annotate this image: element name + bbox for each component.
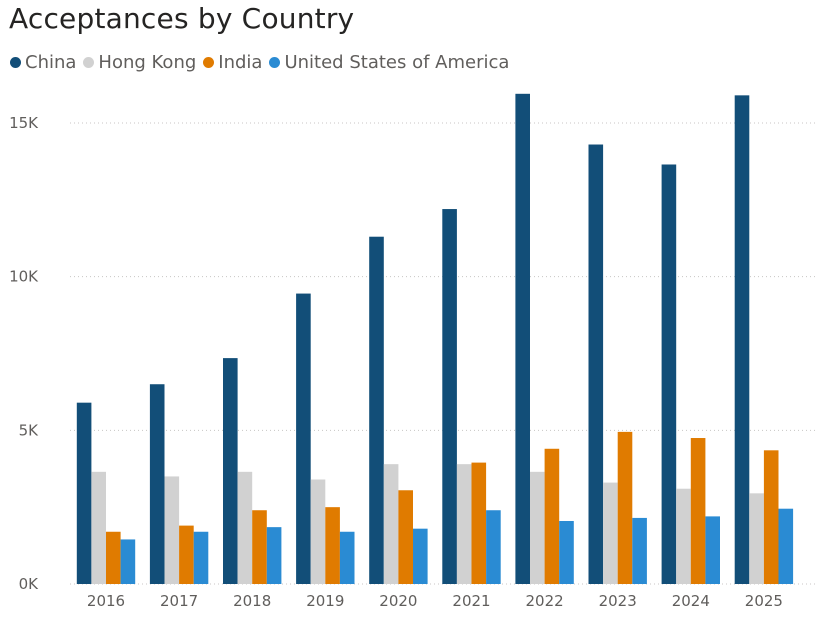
x-tick-label-2024: 2024: [672, 592, 710, 610]
bar-hong-kong-2017[interactable]: [164, 476, 180, 584]
bar-india-2024[interactable]: [690, 438, 706, 584]
legend-swatch-hong-kong: [83, 57, 95, 68]
bar-hong-kong-2016[interactable]: [91, 471, 106, 584]
bar-united-states-of-america-2019[interactable]: [339, 531, 355, 584]
bar-united-states-of-america-2017[interactable]: [193, 531, 209, 584]
legend-label-india: India: [218, 52, 263, 73]
bar-hong-kong-2025[interactable]: [749, 493, 764, 584]
bar-india-2019[interactable]: [325, 507, 340, 584]
bars: [76, 93, 794, 585]
bar-china-2022[interactable]: [515, 93, 530, 584]
legend-swatch-india: [203, 57, 215, 68]
legend-label-china: China: [25, 52, 77, 73]
legend-item-india[interactable]: India: [203, 52, 262, 73]
legend-label-hong-kong: Hong Kong: [98, 52, 197, 73]
bar-china-2020[interactable]: [369, 236, 384, 585]
y-tick-label: 0K: [19, 575, 40, 593]
bar-hong-kong-2020[interactable]: [383, 464, 399, 584]
legend-swatch-usa: [269, 57, 281, 68]
x-tick-label-2020: 2020: [379, 592, 417, 610]
bar-india-2016[interactable]: [106, 531, 121, 584]
bar-china-2025[interactable]: [734, 95, 750, 584]
bar-china-2018[interactable]: [223, 358, 238, 584]
bar-united-states-of-america-2021[interactable]: [486, 510, 501, 584]
bar-china-2023[interactable]: [588, 144, 604, 584]
bar-united-states-of-america-2016[interactable]: [120, 539, 136, 584]
chart-title: Acceptances by Country: [9, 2, 355, 35]
bar-china-2017[interactable]: [149, 384, 165, 584]
bar-india-2025[interactable]: [763, 450, 779, 584]
bar-hong-kong-2021[interactable]: [456, 464, 472, 584]
legend-item-usa[interactable]: United States of America: [269, 52, 509, 73]
bar-india-2022[interactable]: [544, 448, 560, 584]
bar-hong-kong-2024[interactable]: [676, 488, 691, 584]
bar-china-2021[interactable]: [442, 209, 457, 584]
bar-united-states-of-america-2024[interactable]: [705, 516, 720, 584]
bar-united-states-of-america-2020[interactable]: [413, 528, 428, 584]
legend: China Hong Kong India United States of A…: [10, 52, 516, 73]
x-axis: 2016 2017 2018 2019 2020 2021 2022 2023 2024 2025: [87, 592, 783, 610]
legend-swatch-china: [10, 57, 21, 68]
x-tick-label-2023: 2023: [599, 592, 637, 610]
bar-united-states-of-america-2023[interactable]: [632, 517, 647, 584]
legend-item-china[interactable]: China: [10, 52, 76, 73]
bar-hong-kong-2023[interactable]: [603, 482, 618, 584]
bar-hong-kong-2018[interactable]: [237, 471, 253, 584]
bar-china-2024[interactable]: [661, 164, 677, 585]
legend-item-hong-kong[interactable]: Hong Kong: [83, 52, 196, 73]
x-tick-label-2017: 2017: [160, 592, 198, 610]
bar-hong-kong-2022[interactable]: [530, 471, 545, 584]
x-tick-label-2021: 2021: [452, 592, 490, 610]
bar-india-2020[interactable]: [398, 490, 413, 584]
bar-hong-kong-2019[interactable]: [310, 479, 326, 584]
bar-india-2017[interactable]: [179, 525, 194, 584]
bar-china-2016[interactable]: [76, 402, 92, 584]
y-tick-label: 5K: [19, 421, 40, 439]
y-axis: 0K 5K 10K 15K: [9, 114, 39, 593]
x-tick-label-2016: 2016: [87, 592, 125, 610]
bar-india-2021[interactable]: [471, 462, 487, 584]
x-tick-label-2022: 2022: [526, 592, 564, 610]
x-tick-label-2018: 2018: [233, 592, 271, 610]
bar-india-2018[interactable]: [252, 510, 267, 584]
x-tick-label-2019: 2019: [306, 592, 344, 610]
y-tick-label: 10K: [9, 268, 39, 286]
bar-india-2023[interactable]: [617, 431, 633, 584]
legend-label-usa: United States of America: [284, 52, 510, 73]
bar-united-states-of-america-2022[interactable]: [559, 520, 574, 584]
x-tick-label-2025: 2025: [745, 592, 783, 610]
bar-united-states-of-america-2025[interactable]: [778, 508, 794, 584]
bar-united-states-of-america-2018[interactable]: [266, 527, 282, 584]
y-tick-label: 15K: [9, 114, 39, 132]
bar-china-2019[interactable]: [296, 293, 311, 584]
